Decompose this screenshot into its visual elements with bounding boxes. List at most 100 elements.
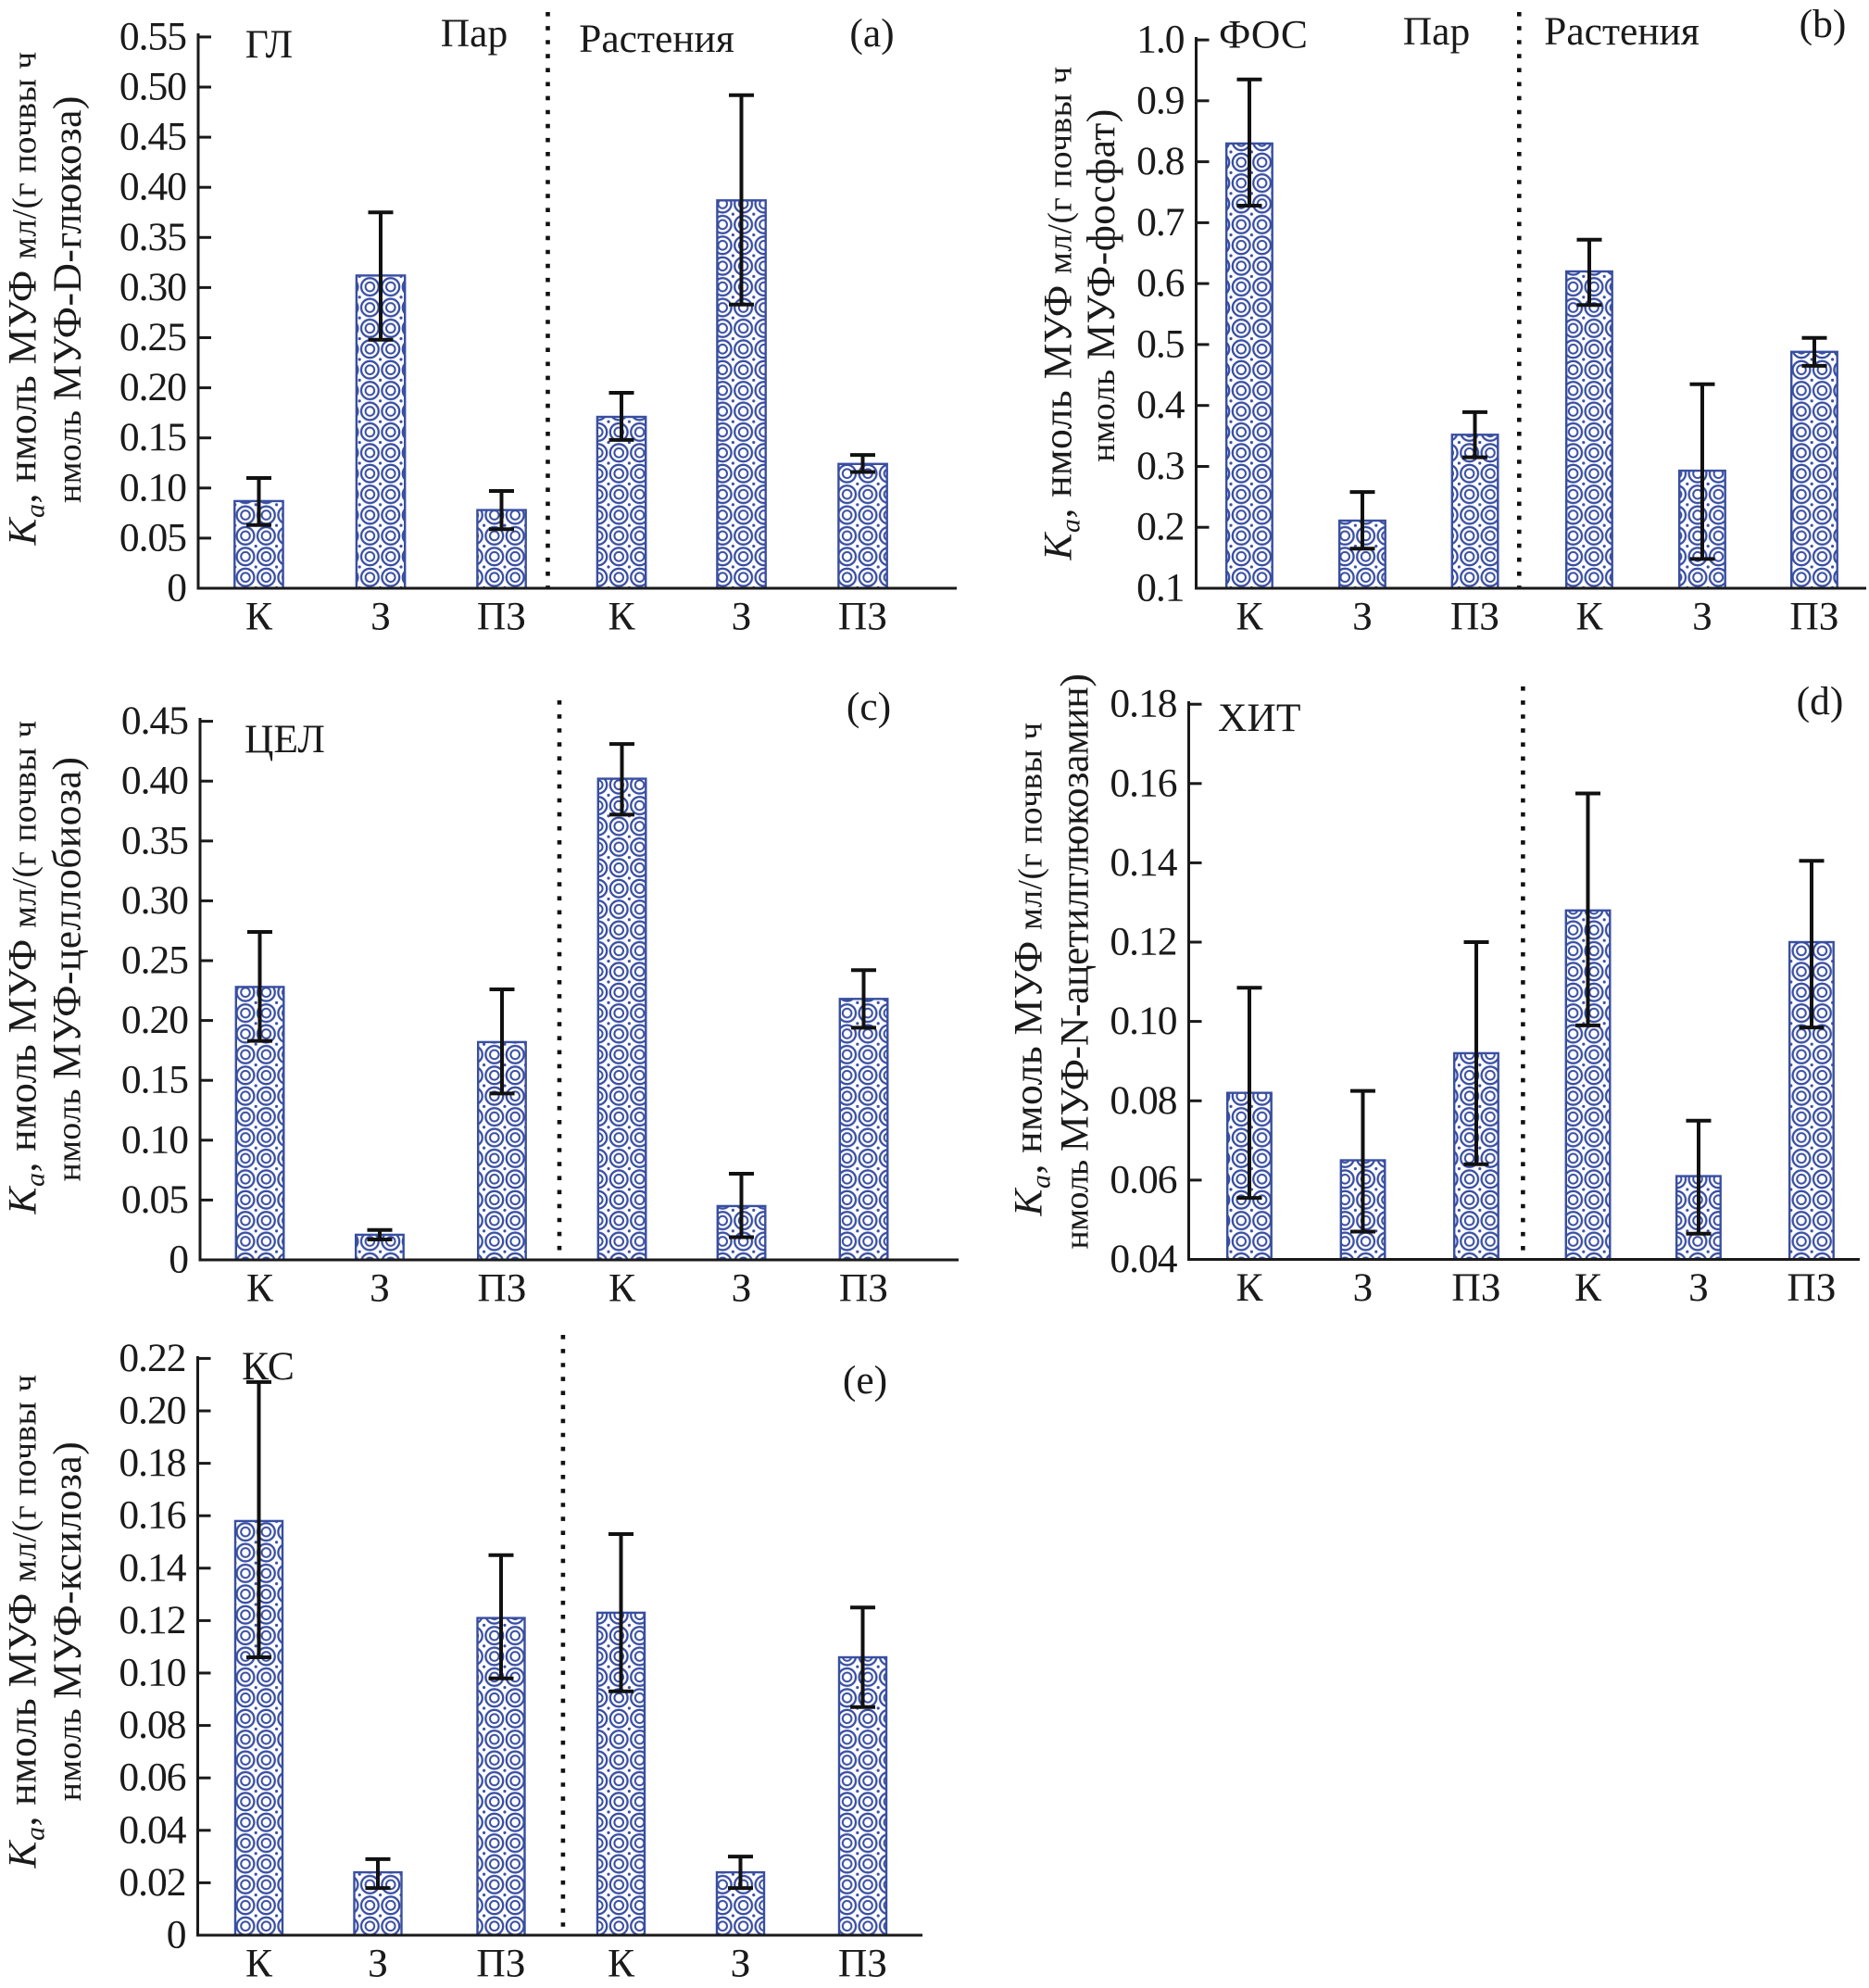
svg-text:(a): (a) xyxy=(849,11,894,56)
svg-text:0: 0 xyxy=(167,566,186,610)
svg-text:ПЗ: ПЗ xyxy=(838,1942,887,1986)
svg-text:К: К xyxy=(1236,1265,1263,1310)
svg-text:0.14: 0.14 xyxy=(1110,840,1177,885)
svg-text:0.04: 0.04 xyxy=(119,1807,186,1852)
svg-text:нмоль МУФ-ксилоза): нмоль МУФ-ксилоза) xyxy=(45,1441,90,1801)
svg-text:0.8: 0.8 xyxy=(1136,139,1185,183)
svg-text:0.05: 0.05 xyxy=(121,1177,188,1222)
svg-text:К: К xyxy=(246,1266,274,1311)
svg-text:З: З xyxy=(368,1942,388,1986)
svg-text:0.25: 0.25 xyxy=(121,938,188,983)
svg-text:К: К xyxy=(608,1266,636,1311)
svg-text:0.08: 0.08 xyxy=(119,1703,185,1747)
svg-text:0.40: 0.40 xyxy=(119,165,186,209)
svg-text:0.45: 0.45 xyxy=(121,698,188,743)
svg-text:0.10: 0.10 xyxy=(121,1117,188,1162)
svg-text:0.20: 0.20 xyxy=(121,998,188,1042)
svg-text:З: З xyxy=(1688,1265,1709,1310)
svg-text:0.06: 0.06 xyxy=(119,1755,185,1800)
svg-text:0.40: 0.40 xyxy=(121,759,188,803)
svg-text:0.35: 0.35 xyxy=(121,818,188,862)
svg-text:0.16: 0.16 xyxy=(1110,761,1176,805)
svg-text:0.55: 0.55 xyxy=(119,14,186,58)
svg-text:0.06: 0.06 xyxy=(1110,1157,1176,1202)
svg-text:ПЗ: ПЗ xyxy=(1787,1265,1836,1310)
svg-text:0.50: 0.50 xyxy=(119,65,186,109)
svg-text:ПЗ: ПЗ xyxy=(838,595,887,639)
svg-text:К: К xyxy=(1575,595,1603,639)
svg-text:0.6: 0.6 xyxy=(1136,261,1185,306)
svg-text:ХИТ: ХИТ xyxy=(1218,696,1300,740)
svg-text:0.25: 0.25 xyxy=(119,315,186,359)
svg-text:(d): (d) xyxy=(1797,679,1844,723)
svg-text:Ka, нмоль МУФ мл/(г почвы ч: Ka, нмоль МУФ мл/(г почвы ч xyxy=(1,51,51,546)
svg-text:нмоль МУФ-D-глюкоза): нмоль МУФ-D-глюкоза) xyxy=(45,95,90,503)
svg-text:0.20: 0.20 xyxy=(119,365,186,409)
svg-text:ГЛ: ГЛ xyxy=(245,22,293,67)
svg-text:ПЗ: ПЗ xyxy=(476,1942,525,1986)
svg-text:0.10: 0.10 xyxy=(119,1651,185,1695)
svg-text:К: К xyxy=(245,595,273,639)
svg-text:З: З xyxy=(370,595,391,639)
svg-text:0.18: 0.18 xyxy=(1110,682,1176,726)
svg-text:0.9: 0.9 xyxy=(1136,78,1184,122)
svg-text:0.45: 0.45 xyxy=(119,115,186,159)
svg-text:0.14: 0.14 xyxy=(119,1545,186,1590)
svg-text:К: К xyxy=(245,1942,273,1986)
svg-text:Ka, нмоль МУФ мл/(г почвы ч: Ka, нмоль МУФ мл/(г почвы ч xyxy=(1007,722,1057,1216)
svg-text:0.35: 0.35 xyxy=(119,215,186,259)
svg-text:0.05: 0.05 xyxy=(119,515,186,560)
svg-text:ФОС: ФОС xyxy=(1219,13,1308,57)
svg-text:0.15: 0.15 xyxy=(121,1058,188,1102)
svg-text:ПЗ: ПЗ xyxy=(1451,1265,1500,1310)
svg-text:0.7: 0.7 xyxy=(1136,200,1185,245)
svg-text:0.02: 0.02 xyxy=(119,1860,185,1905)
svg-text:Ka, нмоль МУФ мл/(г почвы ч: Ka, нмоль МУФ мл/(г почвы ч xyxy=(1,1374,51,1868)
svg-text:0.10: 0.10 xyxy=(1110,999,1176,1043)
svg-text:0: 0 xyxy=(167,1913,186,1957)
svg-text:0.16: 0.16 xyxy=(119,1493,185,1538)
svg-text:Ka, нмоль МУФ мл/(г почвы ч: Ka, нмоль МУФ мл/(г почвы ч xyxy=(1,720,51,1214)
svg-text:З: З xyxy=(732,1266,752,1311)
svg-text:З: З xyxy=(1353,1265,1374,1310)
svg-text:З: З xyxy=(370,1266,390,1311)
svg-text:0.4: 0.4 xyxy=(1136,383,1185,427)
svg-text:0.20: 0.20 xyxy=(119,1389,185,1433)
svg-text:0.3: 0.3 xyxy=(1136,444,1185,488)
svg-text:0.2: 0.2 xyxy=(1136,505,1184,549)
svg-text:0.15: 0.15 xyxy=(119,415,186,459)
svg-text:Ka, нмоль МУФ мл/(г почвы ч: Ka, нмоль МУФ мл/(г почвы ч xyxy=(1036,66,1086,560)
svg-text:З: З xyxy=(732,595,752,639)
svg-text:1.0: 1.0 xyxy=(1136,18,1185,62)
svg-text:З: З xyxy=(1692,595,1712,639)
svg-text:0.22: 0.22 xyxy=(119,1336,185,1380)
svg-text:ПЗ: ПЗ xyxy=(839,1266,888,1311)
svg-text:нмоль МУФ-фосфат): нмоль МУФ-фосфат) xyxy=(1079,108,1123,462)
svg-text:0.1: 0.1 xyxy=(1136,566,1184,610)
svg-text:Растения: Растения xyxy=(579,17,734,61)
svg-text:З: З xyxy=(1352,595,1373,639)
svg-text:нмоль МУФ-целлобиоза): нмоль МУФ-целлобиоза) xyxy=(45,757,90,1182)
svg-text:ЦЕЛ: ЦЕЛ xyxy=(245,717,325,761)
svg-text:нмоль МУФ-N-ацетилглюкозамин): нмоль МУФ-N-ацетилглюкозамин) xyxy=(1053,673,1098,1249)
svg-text:ПЗ: ПЗ xyxy=(1450,595,1499,639)
svg-text:0.12: 0.12 xyxy=(119,1598,185,1642)
svg-text:К: К xyxy=(1236,595,1263,639)
svg-text:Растения: Растения xyxy=(1544,9,1700,54)
svg-text:К: К xyxy=(1574,1265,1602,1310)
svg-text:(b): (b) xyxy=(1800,2,1847,46)
svg-text:К: К xyxy=(608,595,635,639)
svg-text:К: К xyxy=(608,1942,635,1986)
svg-text:Пар: Пар xyxy=(441,11,508,56)
svg-text:0.5: 0.5 xyxy=(1136,321,1185,366)
svg-text:0.30: 0.30 xyxy=(119,265,186,309)
svg-text:0.18: 0.18 xyxy=(119,1441,185,1485)
svg-text:0.04: 0.04 xyxy=(1110,1237,1177,1281)
svg-text:0: 0 xyxy=(169,1238,188,1282)
svg-text:Пар: Пар xyxy=(1403,9,1470,54)
svg-text:0.30: 0.30 xyxy=(121,878,188,923)
svg-text:КС: КС xyxy=(242,1344,295,1389)
svg-text:ПЗ: ПЗ xyxy=(1789,595,1838,639)
svg-text:ПЗ: ПЗ xyxy=(477,595,526,639)
svg-text:0.12: 0.12 xyxy=(1110,920,1176,964)
